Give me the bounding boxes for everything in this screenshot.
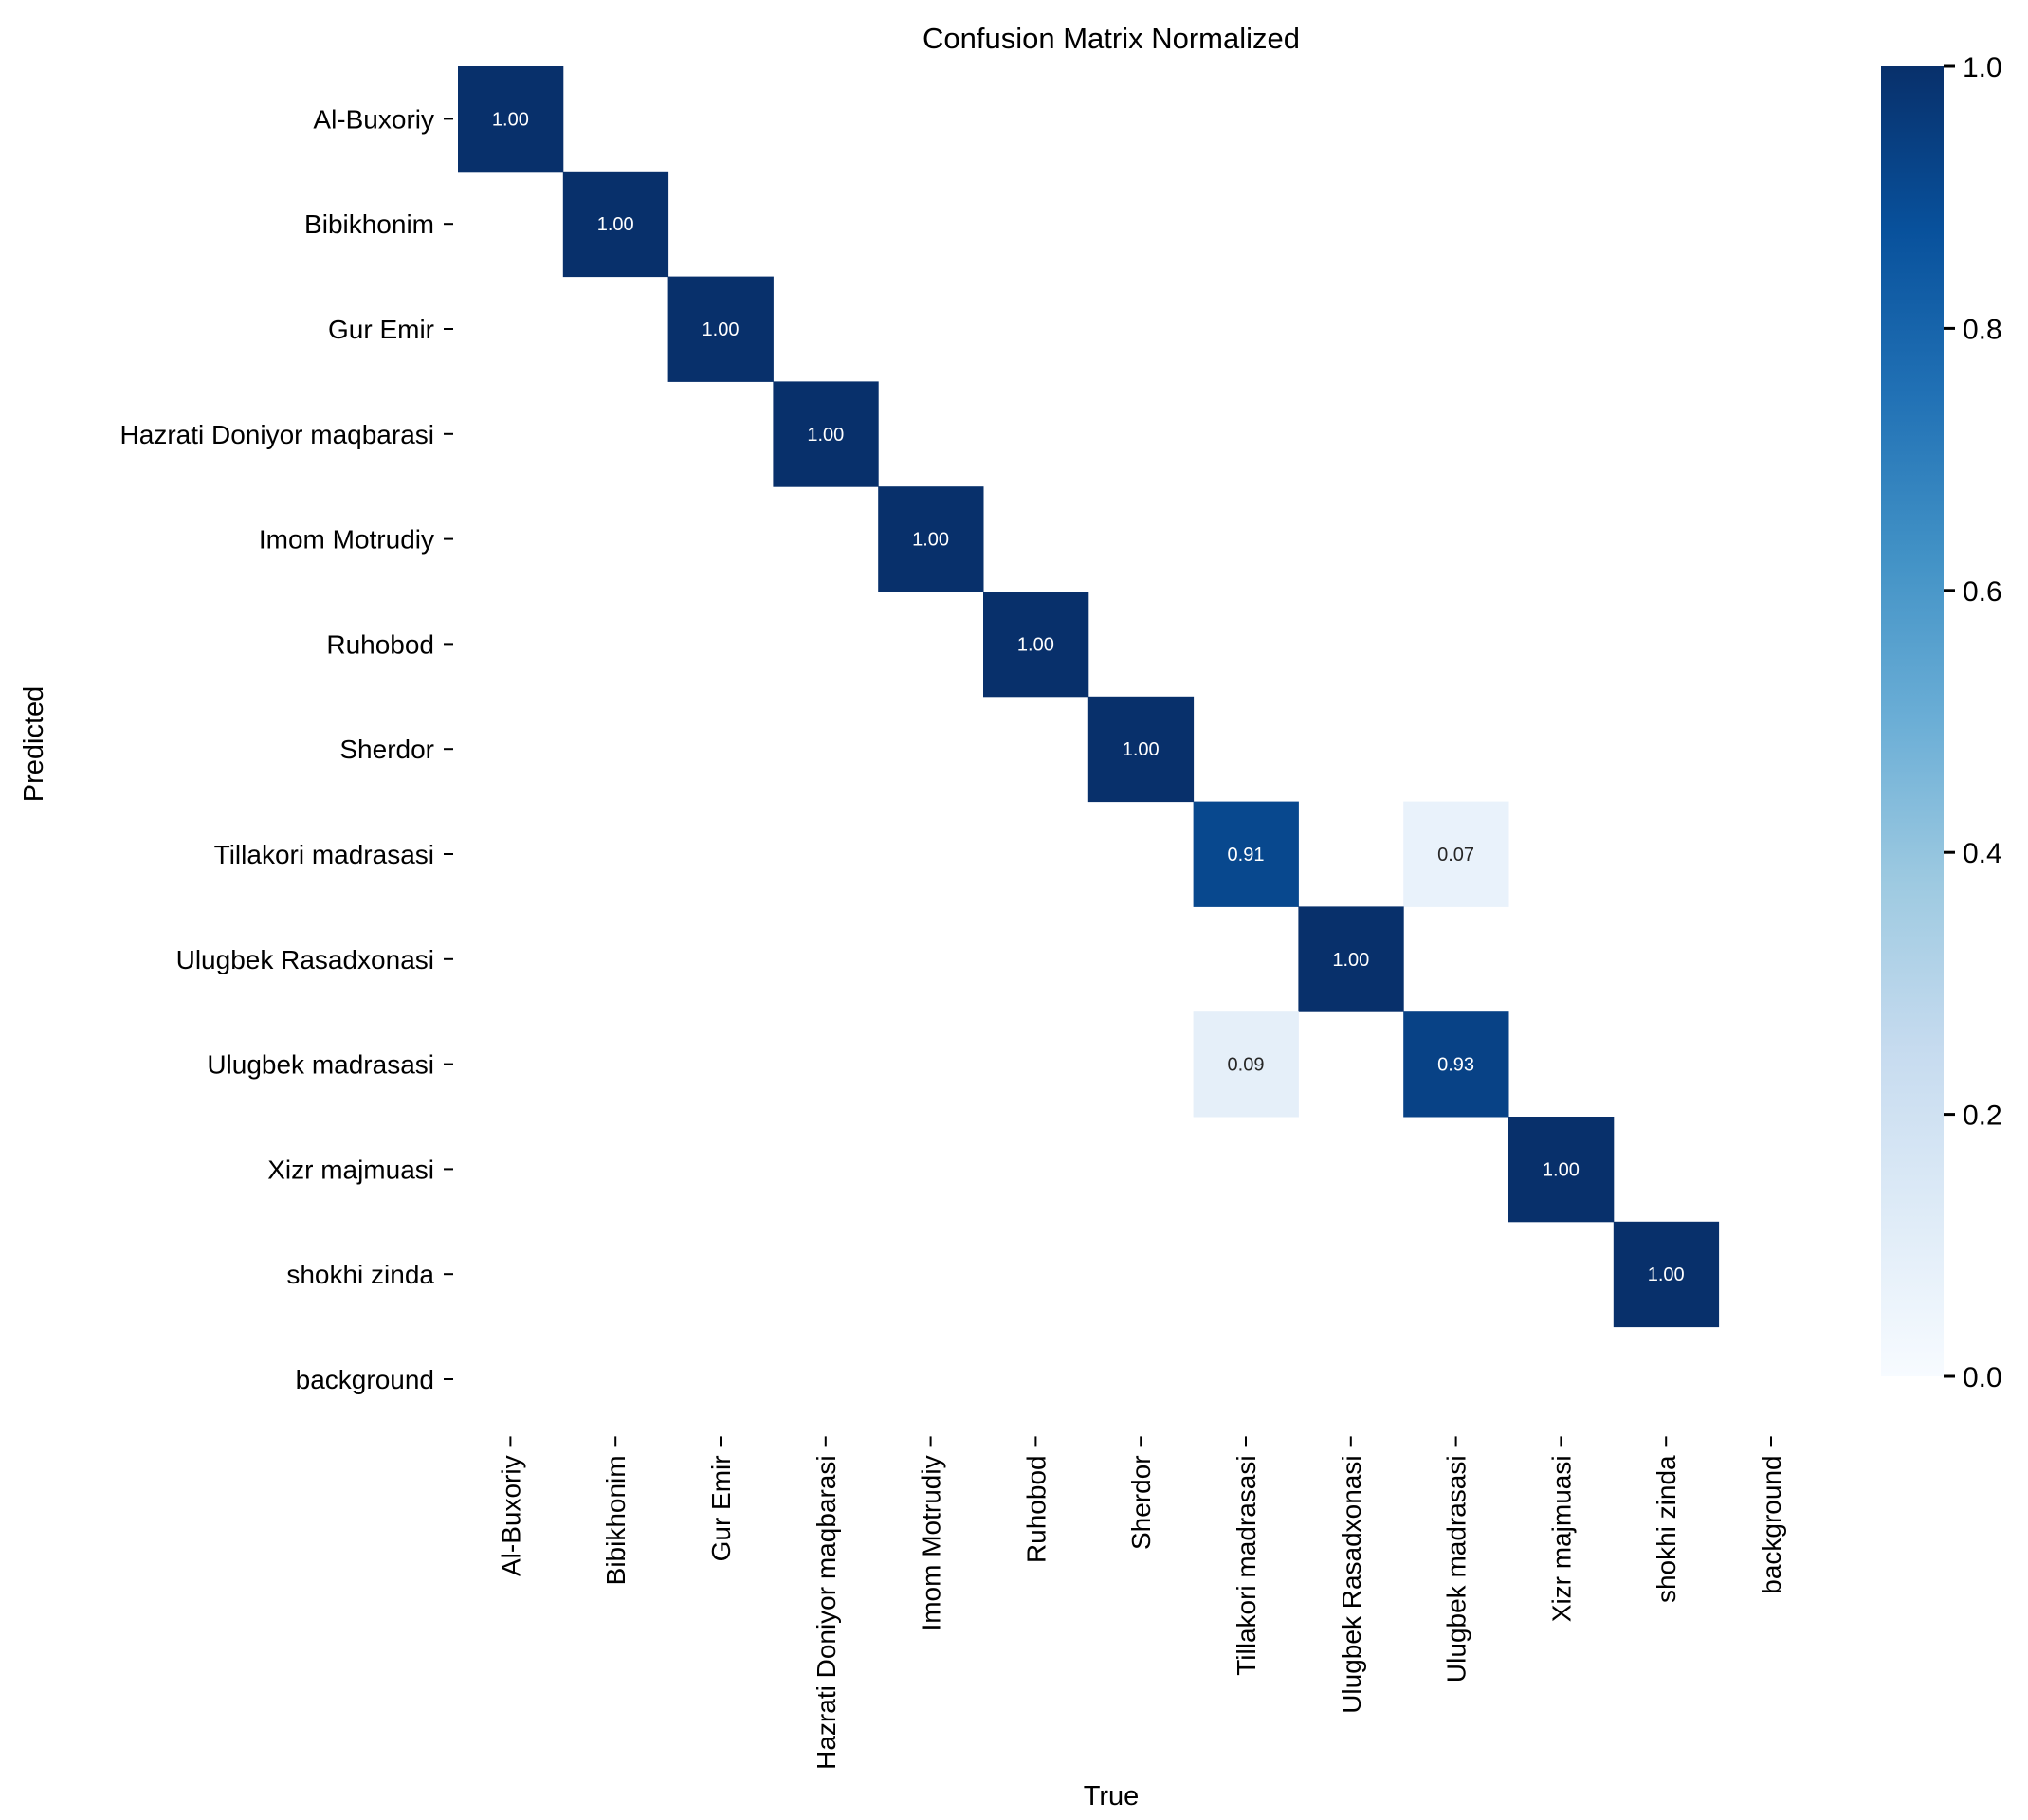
colorbar <box>1881 66 1944 1376</box>
y-tick-label: shokhi zinda <box>286 1260 434 1289</box>
cell-value-label: 1.00 <box>597 214 634 235</box>
y-tick-label: Bibikhonim <box>304 209 434 239</box>
colorbar-tick-label: 0.2 <box>1963 1101 2002 1132</box>
cell-value-label: 1.00 <box>1543 1159 1580 1180</box>
cell-value-label: 1.00 <box>492 109 529 130</box>
cell-value-label: 1.00 <box>1123 739 1160 760</box>
x-tick-label: Bibikhonim <box>601 1455 630 1585</box>
x-axis-ticks: Al-Buxoriy Bibikhonim Gur Emir Hazrati Doni… <box>496 1436 1786 1770</box>
cell-value-label: 1.00 <box>1332 950 1369 971</box>
cell-value-label: 0.09 <box>1228 1055 1265 1076</box>
y-tick-label: Xizr majmuasi <box>267 1155 434 1184</box>
y-tick-label: Sherdor <box>339 735 434 764</box>
heatmap-cell-hazrati-doniyor-maqbarasi-vs-hazrati-doniyor-maqbarasi <box>773 381 879 487</box>
heatmap-cell-bibikhonim-vs-bibikhonim <box>562 171 669 278</box>
chart-title: Confusion Matrix Normalized <box>923 22 1300 55</box>
y-tick-label: Ruhobod <box>326 629 434 659</box>
heatmap-cell-gur-emir-vs-gur-emir <box>667 276 774 382</box>
heatmap-cell-ruhobod-vs-ruhobod <box>983 592 1089 698</box>
y-tick-label: Ulugbek madrasasi <box>207 1050 434 1080</box>
heatmap-cell-tillakori-madrasasi-vs-tillakori-madrasasi <box>1193 801 1299 907</box>
y-tick-label: Al-Buxoriy <box>313 104 434 134</box>
cell-value-label: 1.00 <box>807 425 844 446</box>
cell-value-label: 1.00 <box>1648 1265 1685 1285</box>
colorbar-tick-label: 0.8 <box>1963 314 2002 345</box>
heatmap-cell-tillakori-madrasasi-vs-ulugbek-madrasasi <box>1403 801 1509 907</box>
x-tick-label: Gur Emir <box>706 1455 736 1561</box>
y-tick-label: Gur Emir <box>328 315 434 344</box>
cell-value-label: 1.00 <box>703 319 740 340</box>
x-tick-label: Tillakori madrasasi <box>1232 1455 1261 1675</box>
heatmap-cell-sherdor-vs-sherdor <box>1087 696 1195 803</box>
heatmap-cell-ulugbek-madrasasi-vs-tillakori-madrasasi <box>1193 1011 1299 1118</box>
y-tick-label: Imom Motrudiy <box>259 525 434 555</box>
x-tick-label: Ulugbek madrasasi <box>1442 1455 1471 1683</box>
heatmap-cell-ulugbek-rasadxonasi-vs-ulugbek-rasadxonasi <box>1298 906 1404 1012</box>
cell-value-label: 1.00 <box>1017 634 1054 655</box>
x-tick-label: shokhi zinda <box>1652 1455 1681 1603</box>
colorbar-tick-label: 0.4 <box>1963 838 2002 869</box>
y-tick-label: Ulugbek Rasadxonasi <box>176 945 434 974</box>
x-tick-label: background <box>1757 1455 1786 1593</box>
colorbar-tick-label: 0.6 <box>1963 576 2002 608</box>
y-axis-ticks: Al-Buxoriy Bibikhonim Gur Emir Hazrati Doni… <box>120 104 453 1394</box>
x-tick-label: Ruhobod <box>1021 1455 1051 1563</box>
x-tick-label: Hazrati Doniyor maqbarasi <box>812 1455 841 1769</box>
heatmap-cell-shokhi-zinda-vs-shokhi-zinda <box>1613 1221 1720 1328</box>
y-tick-label: background <box>296 1365 434 1394</box>
cell-value-label: 0.07 <box>1437 845 1474 865</box>
x-tick-label: Xizr majmuasi <box>1546 1455 1576 1622</box>
heatmap-cell-labels: 1.00 1.00 1.00 1.00 1.00 1.00 1.00 0.91 0.07 1.00… <box>492 109 1685 1285</box>
heatmap-cell-xizr-majmuasi-vs-xizr-majmuasi <box>1508 1117 1615 1223</box>
colorbar-gradient <box>1881 66 1944 1376</box>
x-tick-label: Al-Buxoriy <box>496 1455 525 1576</box>
colorbar-tick-label: 1.0 <box>1963 52 2002 83</box>
y-axis-label: Predicted <box>19 686 49 803</box>
x-axis-label: True <box>1084 1781 1140 1811</box>
cell-value-label: 0.91 <box>1228 845 1265 865</box>
cell-value-label: 0.93 <box>1437 1055 1474 1076</box>
y-tick-label: Tillakori madrasasi <box>214 840 434 869</box>
heatmap-cell-imom-motrudiy-vs-imom-motrudiy <box>878 486 984 592</box>
x-tick-label: Ulugbek Rasadxonasi <box>1337 1455 1366 1713</box>
colorbar-tick-label: 0.0 <box>1963 1362 2002 1393</box>
colorbar-ticks: 0.0 0.2 0.4 0.6 0.8 1.0 <box>1944 52 2002 1393</box>
heatmap-cell-ulugbek-madrasasi-vs-ulugbek-madrasasi <box>1403 1011 1509 1118</box>
cell-value-label: 1.00 <box>912 530 949 551</box>
heatmap-cell-al-buxoriy-vs-al-buxoriy <box>458 66 564 173</box>
x-tick-label: Imom Motrudiy <box>917 1455 946 1630</box>
heatmap-cells <box>458 66 1720 1328</box>
x-tick-label: Sherdor <box>1126 1455 1156 1550</box>
y-tick-label: Hazrati Doniyor maqbarasi <box>120 420 434 449</box>
